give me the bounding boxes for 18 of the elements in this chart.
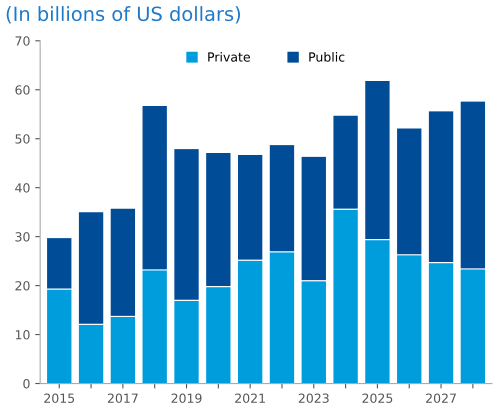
x-tick-label: 2023 bbox=[298, 393, 329, 403]
y-tick-label: 70 bbox=[16, 36, 30, 46]
x-tick-label: 2027 bbox=[426, 393, 456, 403]
legend-label: Private bbox=[208, 52, 250, 62]
x-tick-label: 2017 bbox=[108, 393, 138, 403]
legend-label: Public bbox=[309, 52, 344, 62]
y-tick-label: 20 bbox=[15, 281, 30, 291]
y-tick-label: 40 bbox=[15, 183, 30, 193]
y-tick-label: 30 bbox=[15, 232, 30, 242]
x-tick-label: 2019 bbox=[172, 393, 202, 403]
x-tick-label: 2021 bbox=[235, 393, 265, 403]
y-tick-label: 60 bbox=[15, 85, 30, 95]
chart-title: (In billions of US dollars) bbox=[6, 6, 240, 24]
x-tick-label: 2025 bbox=[362, 393, 392, 403]
y-tick-label: 50 bbox=[15, 134, 30, 144]
y-tick-label: 0 bbox=[23, 378, 30, 388]
y-tick-label: 10 bbox=[16, 330, 30, 340]
x-tick-label: 2015 bbox=[44, 393, 74, 403]
